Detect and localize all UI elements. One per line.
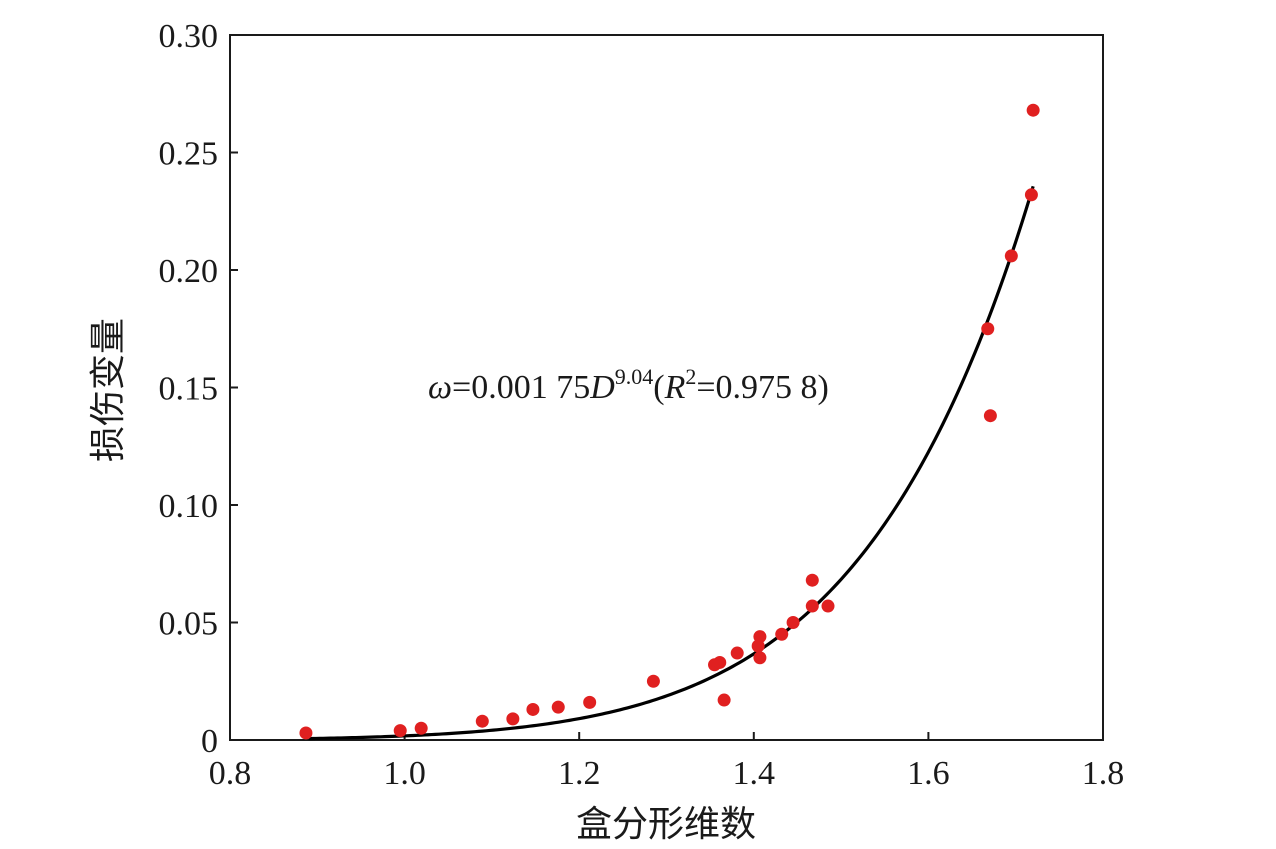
y-axis-ticks: 0 0.05 0.10 0.15 0.20 0.25 0.30	[159, 18, 238, 760]
x-tick-label: 1.8	[1082, 755, 1125, 792]
eq-omega: ω	[428, 369, 452, 406]
data-point	[775, 627, 789, 641]
y-tick-label: 0.10	[159, 488, 219, 525]
data-point	[753, 630, 767, 644]
fit-equation: ω=0.001 75D9.04(R2=0.975 8)	[428, 364, 829, 406]
data-point	[583, 695, 597, 709]
x-tick-label: 0.8	[209, 755, 252, 792]
data-point	[526, 702, 540, 716]
data-point	[506, 712, 520, 726]
x-tick-label: 1.6	[907, 755, 950, 792]
eq-r-value: =0.975 8)	[696, 369, 829, 406]
data-point	[551, 700, 565, 714]
x-axis-label: 盒分形维数	[576, 804, 756, 844]
data-point	[475, 714, 489, 728]
y-tick-label: 0.05	[159, 606, 219, 643]
y-tick-label: 0.15	[159, 371, 219, 408]
y-axis-label: 损伤变量	[88, 318, 128, 462]
data-point	[786, 616, 800, 629]
x-axis-ticks: 0.8 1.0 1.2 1.4 1.6 1.8	[209, 732, 1125, 792]
data-points	[299, 103, 1040, 740]
data-point	[717, 693, 731, 707]
data-point	[805, 573, 819, 587]
y-tick-label: 0.20	[159, 253, 219, 290]
eq-exponent: 9.04	[615, 364, 654, 389]
fit-curve	[308, 185, 1035, 741]
eq-coefficient: =0.001 75	[452, 369, 590, 406]
x-tick-label: 1.2	[558, 755, 601, 792]
x-tick-label: 1.0	[383, 755, 426, 792]
data-point	[981, 322, 995, 336]
data-point	[393, 724, 407, 738]
data-point	[821, 599, 835, 613]
y-tick-label: 0.30	[159, 18, 219, 55]
data-point	[730, 646, 744, 660]
data-point	[299, 726, 313, 740]
y-tick-label: 0.25	[159, 136, 219, 173]
data-point	[1024, 188, 1038, 202]
data-point	[1026, 103, 1040, 117]
data-point	[713, 655, 727, 669]
data-point	[414, 721, 428, 735]
data-point	[753, 651, 767, 665]
eq-paren-open: (	[653, 369, 664, 406]
x-tick-label: 1.4	[733, 755, 776, 792]
eq-r: R	[664, 369, 686, 406]
eq-variable: D	[589, 369, 615, 406]
data-point	[646, 674, 660, 688]
eq-r-exponent: 2	[685, 364, 696, 389]
data-point	[983, 409, 997, 423]
data-point	[1004, 249, 1018, 263]
data-point	[805, 599, 819, 613]
y-tick-label: 0	[201, 723, 218, 760]
